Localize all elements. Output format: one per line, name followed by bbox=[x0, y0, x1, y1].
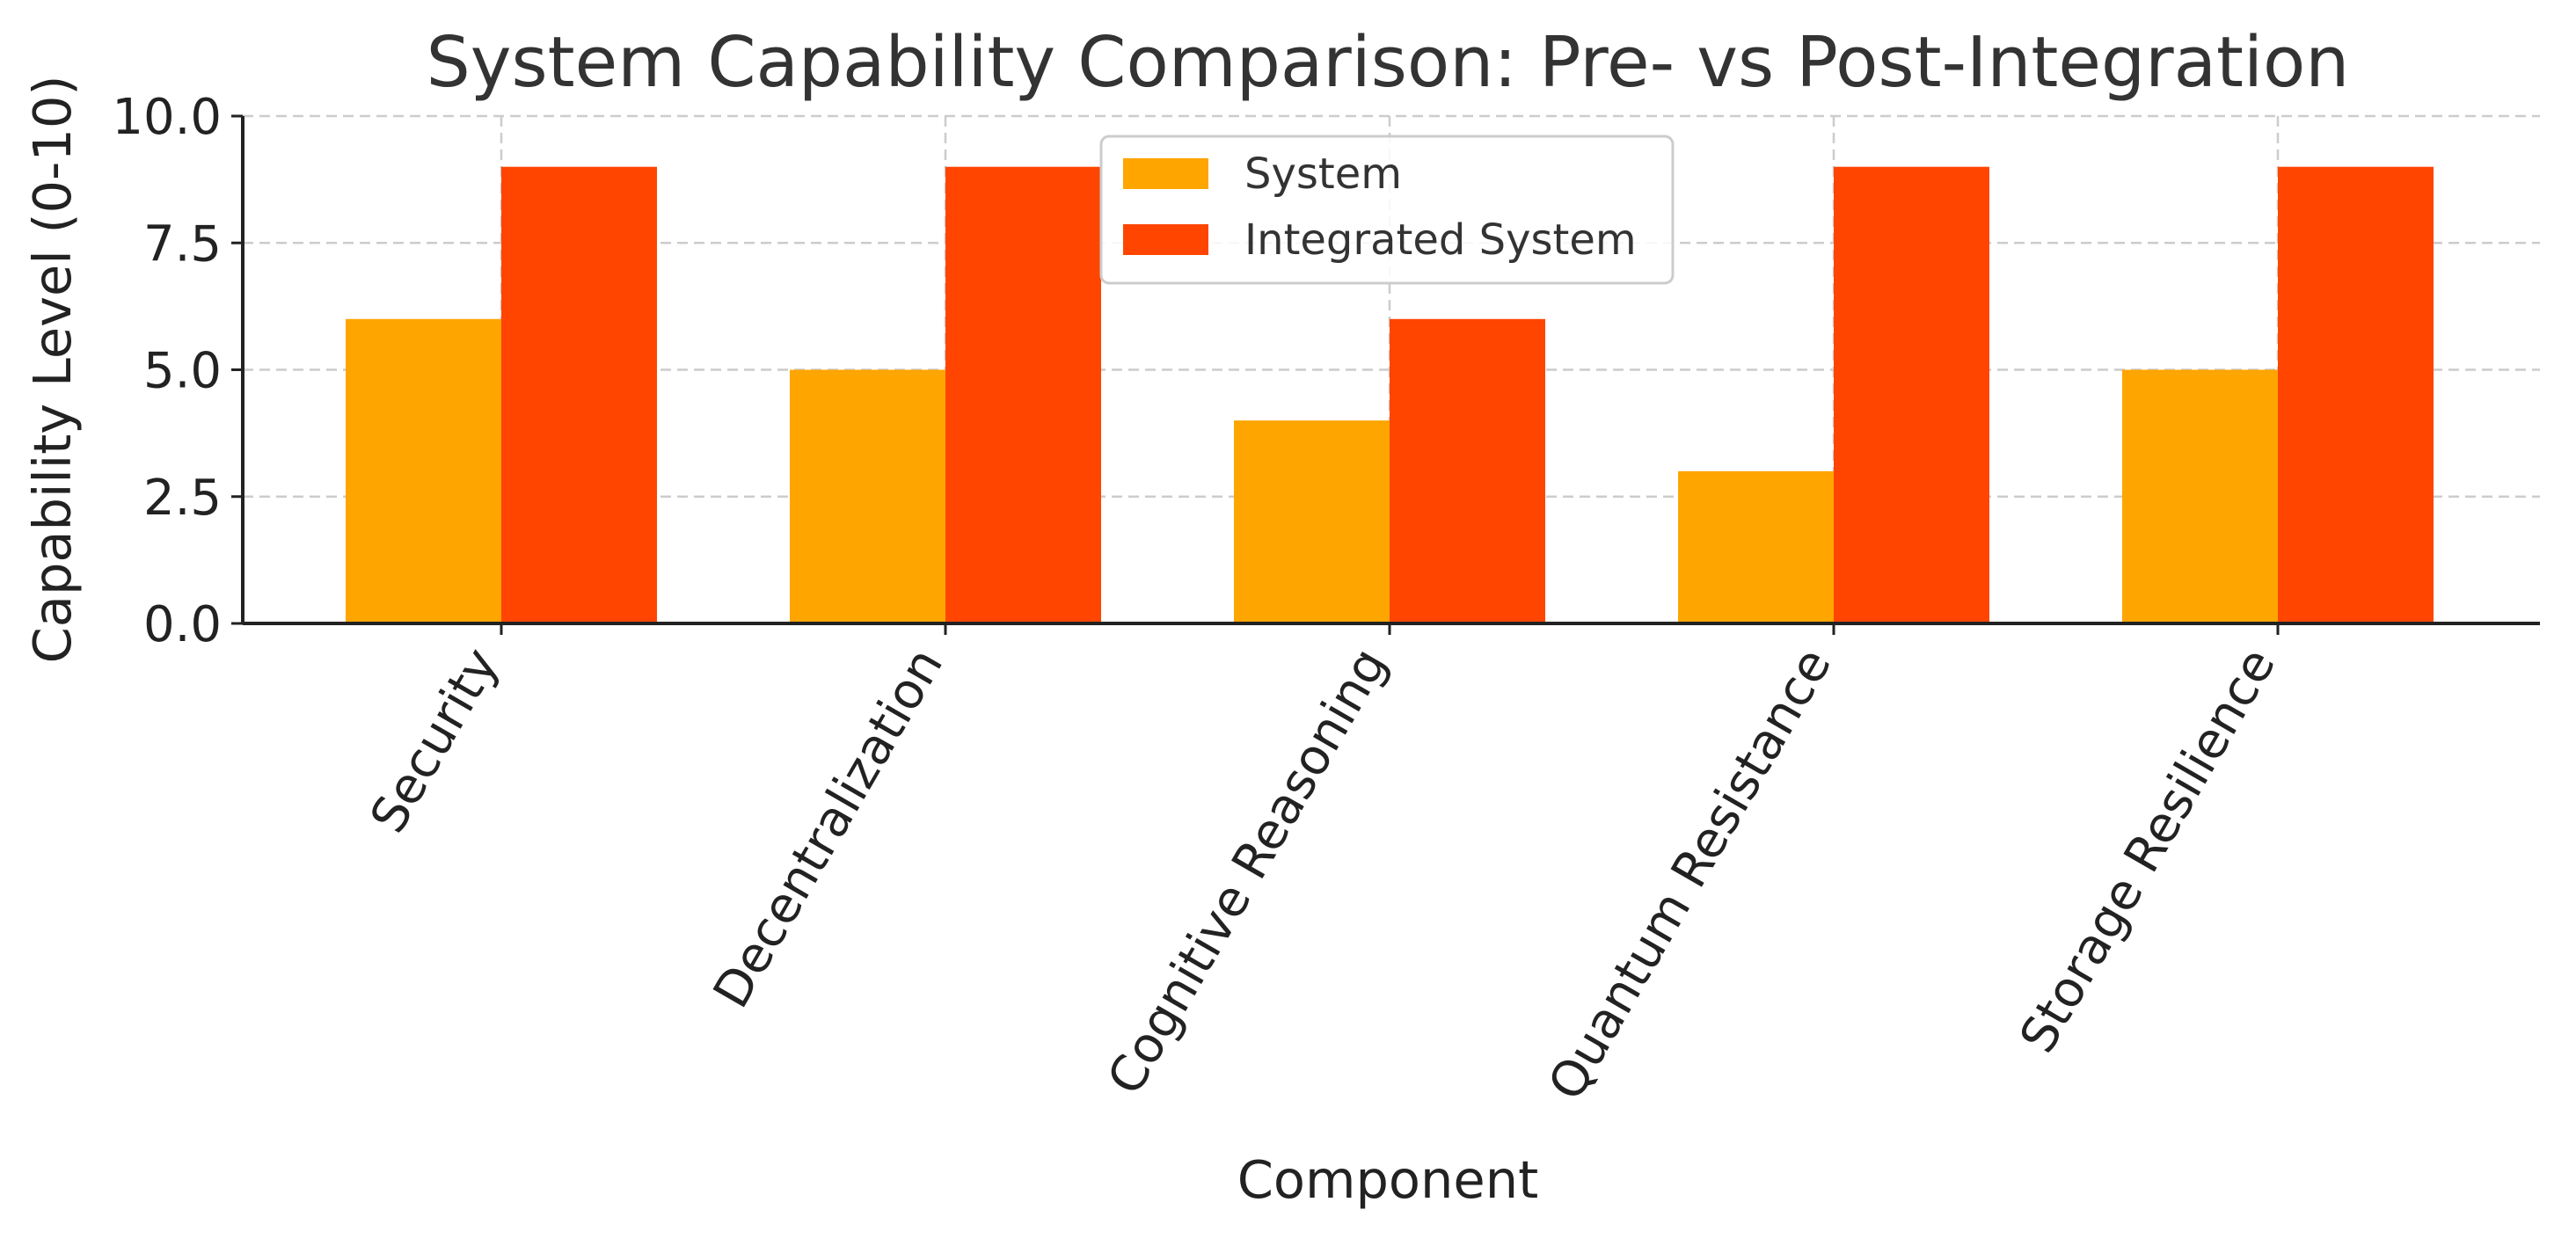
chart-title: System Capability Comparison: Pre- vs Po… bbox=[427, 22, 2350, 103]
bar-integrated-system bbox=[1834, 166, 1989, 623]
bar-system bbox=[2122, 369, 2278, 623]
legend-frame bbox=[1099, 135, 1675, 285]
bars-layer bbox=[346, 166, 2434, 623]
bar-system bbox=[790, 369, 945, 623]
bar-system bbox=[1678, 470, 1834, 623]
y-tick-label: 0.0 bbox=[143, 596, 222, 653]
y-tick-label: 7.5 bbox=[143, 215, 222, 273]
legend-swatch-integrated-system bbox=[1123, 224, 1208, 255]
bar-integrated-system bbox=[501, 166, 657, 623]
bar-system bbox=[346, 318, 501, 623]
legend: System Integrated System bbox=[1099, 135, 1675, 285]
legend-swatch-system bbox=[1123, 158, 1208, 189]
bar-integrated-system bbox=[945, 166, 1101, 623]
y-tick-label: 5.0 bbox=[143, 343, 222, 400]
legend-label-system: System bbox=[1244, 149, 1402, 199]
bar-integrated-system bbox=[2278, 166, 2434, 623]
y-axis-label: Capability Level (0-10) bbox=[22, 76, 83, 664]
y-tick-label: 10.0 bbox=[112, 89, 222, 146]
legend-label-integrated-system: Integrated System bbox=[1244, 215, 1637, 265]
bar-integrated-system bbox=[1390, 318, 1545, 623]
bar-system bbox=[1234, 420, 1390, 623]
x-axis-label: Component bbox=[1237, 1149, 1539, 1210]
y-tick-label: 2.5 bbox=[143, 470, 222, 527]
